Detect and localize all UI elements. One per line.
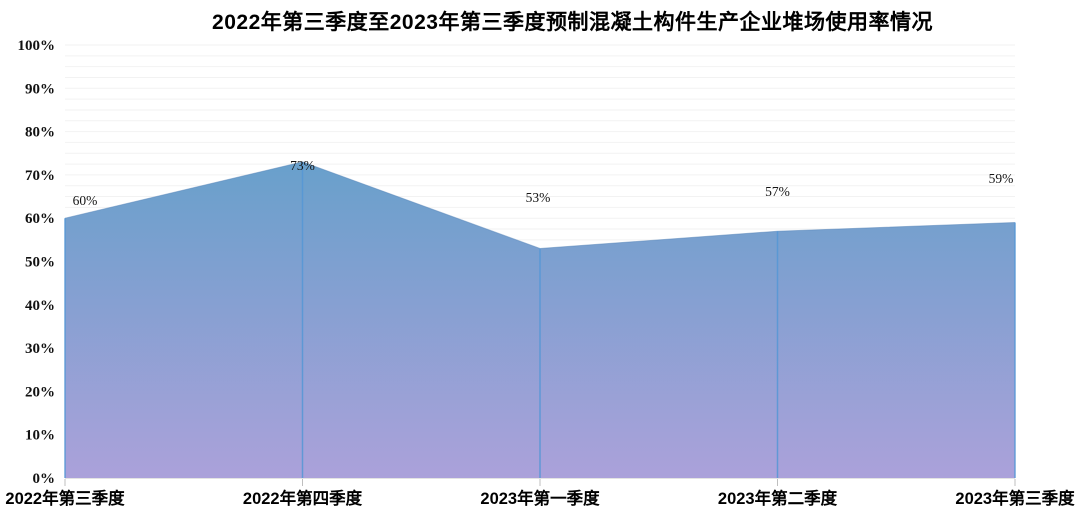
chart-title: 2022年第三季度至2023年第三季度预制混凝土构件生产企业堆场使用率情况 bbox=[212, 11, 933, 34]
data-label: 59% bbox=[989, 171, 1014, 186]
data-label: 60% bbox=[73, 193, 98, 208]
y-axis-label: 60% bbox=[25, 211, 55, 227]
y-axis-label: 80% bbox=[25, 125, 55, 141]
y-axis-labels: 0% 10% 20% 30% 40% 50% 60% 70% 80% 90% 100% bbox=[18, 38, 56, 487]
y-axis-label: 10% bbox=[25, 428, 55, 444]
data-label: 57% bbox=[765, 184, 790, 199]
y-axis-label: 100% bbox=[18, 38, 56, 54]
x-axis-label: 2023年第一季度 bbox=[480, 488, 600, 508]
drop-lines bbox=[64, 161, 1016, 478]
x-axis-label: 2023年第二季度 bbox=[718, 488, 838, 508]
y-axis-label: 50% bbox=[25, 255, 55, 271]
y-axis-label: 0% bbox=[33, 471, 56, 487]
y-axis-label: 70% bbox=[25, 168, 55, 184]
data-label: 73% bbox=[290, 158, 315, 173]
x-axis-labels: 2022年第三季度 2022年第四季度 2023年第一季度 2023年第二季度 2023… bbox=[5, 488, 1075, 508]
x-axis-label: 2022年第四季度 bbox=[243, 488, 363, 508]
y-axis-label: 40% bbox=[25, 298, 55, 314]
axis-ticks bbox=[64, 479, 1016, 486]
data-label: 53% bbox=[526, 190, 551, 205]
y-axis-label: 90% bbox=[25, 81, 55, 97]
data-labels: 60% 73% 53% 57% 59% bbox=[73, 158, 1014, 208]
y-axis-label: 30% bbox=[25, 341, 55, 357]
x-axis-label: 2023年第三季度 bbox=[955, 488, 1075, 508]
y-axis-label: 20% bbox=[25, 384, 55, 400]
x-axis-label: 2022年第三季度 bbox=[5, 488, 125, 508]
